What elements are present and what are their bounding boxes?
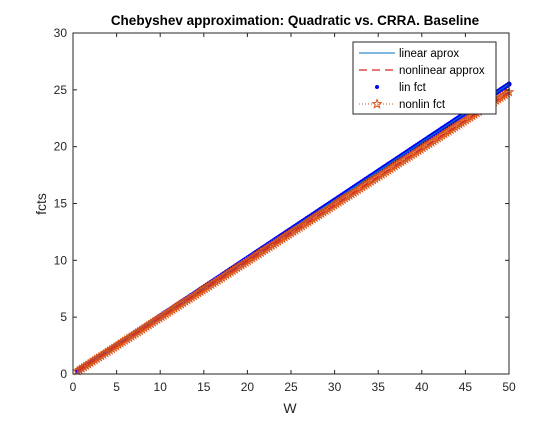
- y-axis-ticks: 0 5 10 15 20 25 30: [54, 26, 509, 381]
- legend-label: nonlin fct: [399, 99, 446, 111]
- legend-label: lin fct: [399, 82, 427, 94]
- legend: linear aprox nonlinear approx lin fct nonli…: [352, 41, 497, 115]
- x-tick-label: 15: [197, 380, 211, 394]
- y-tick-label: 15: [54, 197, 68, 211]
- series-nonlin-fct: [72, 86, 515, 376]
- x-tick-label: 5: [113, 380, 120, 394]
- x-tick-label: 40: [415, 380, 429, 394]
- legend-swatch-lin-fct: [375, 85, 379, 89]
- x-tick-label: 35: [372, 380, 386, 394]
- legend-label: linear aprox: [399, 48, 459, 60]
- y-tick-label: 0: [60, 367, 67, 381]
- x-axis-ticks: 0 5 10 15 20 25 30 35 40 45 50: [70, 33, 516, 394]
- chart-title: Chebyshev approximation: Quadratic vs. C…: [111, 13, 480, 28]
- series-group: [72, 81, 515, 376]
- y-tick-label: 20: [54, 140, 68, 154]
- y-axis-label: fcts: [33, 193, 49, 215]
- y-tick-label: 25: [54, 83, 68, 97]
- y-tick-label: 10: [54, 253, 68, 267]
- x-tick-label: 30: [328, 380, 342, 394]
- legend-box: [352, 41, 497, 115]
- x-tick-label: 50: [502, 380, 516, 394]
- y-tick-label: 5: [60, 310, 67, 324]
- x-tick-label: 10: [154, 380, 168, 394]
- x-tick-label: 45: [459, 380, 473, 394]
- legend-swatch-nonlin-fct-star: [371, 98, 383, 109]
- x-axis-label: W: [283, 400, 297, 416]
- x-tick-label: 0: [70, 380, 77, 394]
- y-tick-label: 30: [54, 26, 68, 40]
- series-nonlinear-approx-line: [77, 91, 510, 372]
- legend-label: nonlinear approx: [399, 65, 485, 77]
- x-tick-label: 25: [284, 380, 298, 394]
- x-tick-label: 20: [241, 380, 255, 394]
